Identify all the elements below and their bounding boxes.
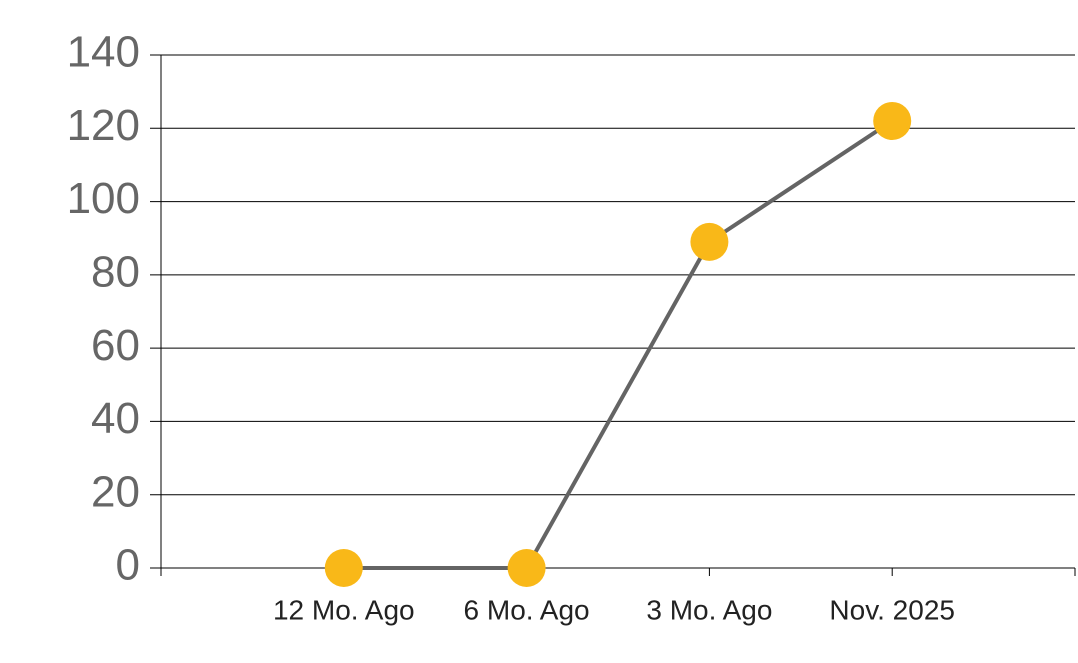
y-tick-label: 140 bbox=[67, 28, 140, 77]
marker bbox=[690, 222, 729, 261]
x-tick-label: 6 Mo. Ago bbox=[464, 594, 590, 625]
y-tick-label: 100 bbox=[67, 174, 140, 223]
x-tick-label: 3 Mo. Ago bbox=[646, 594, 772, 625]
x-tick-label: 12 Mo. Ago bbox=[273, 594, 415, 625]
y-tick-label: 80 bbox=[91, 247, 140, 296]
y-tick-label: 0 bbox=[116, 541, 140, 590]
marker bbox=[324, 549, 363, 587]
x-tick-label: Nov. 2025 bbox=[829, 594, 955, 625]
marker bbox=[507, 549, 546, 587]
y-tick-label: 60 bbox=[91, 321, 140, 370]
marker bbox=[873, 101, 912, 140]
y-tick-label: 40 bbox=[91, 394, 140, 443]
y-tick-label: 20 bbox=[91, 467, 140, 516]
y-tick-label: 120 bbox=[67, 101, 140, 150]
line bbox=[343, 119, 894, 570]
